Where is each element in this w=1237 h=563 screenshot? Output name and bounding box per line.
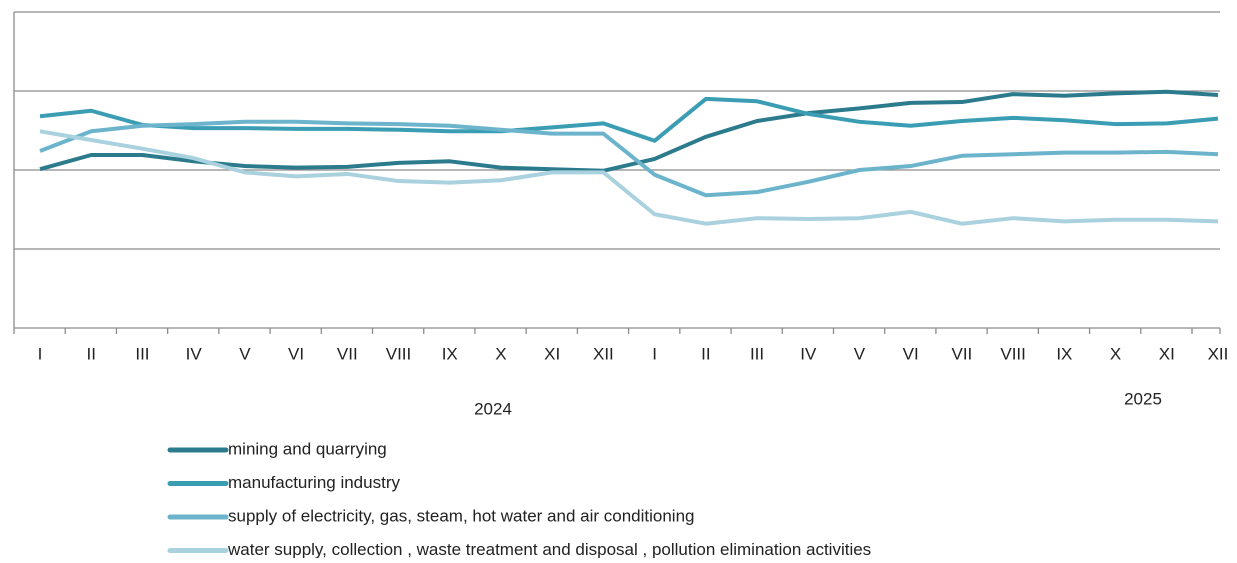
series-line <box>39 89 1219 173</box>
x-tick-label: X <box>1110 344 1121 363</box>
series-line <box>39 119 1219 198</box>
x-tick-label: III <box>750 344 764 363</box>
x-tick-label: I <box>652 344 657 363</box>
legend-label: supply of electricity, gas, steam, hot w… <box>228 506 694 525</box>
x-tick-label: IV <box>800 344 817 363</box>
x-tick-label: VIII <box>1000 344 1026 363</box>
x-tick-label: XI <box>1159 344 1175 363</box>
x-tick-label: IV <box>186 344 203 363</box>
series-line <box>39 96 1219 143</box>
x-tick-label: VI <box>903 344 919 363</box>
x-tick-label: VI <box>288 344 304 363</box>
x-tick-label: V <box>239 344 251 363</box>
x-tick-label: XI <box>544 344 560 363</box>
x-tick-label: VII <box>337 344 358 363</box>
x-tick-label: I <box>38 344 43 363</box>
x-tick-label: IX <box>1056 344 1072 363</box>
x-tick-label: VIII <box>386 344 412 363</box>
series-line <box>39 129 1219 226</box>
x-tick-label: V <box>854 344 866 363</box>
x-tick-label: II <box>701 344 710 363</box>
x-tick-label: XII <box>1208 344 1229 363</box>
x-tick-label: IX <box>442 344 458 363</box>
x-tick-label: II <box>86 344 95 363</box>
x-tick-label: X <box>495 344 506 363</box>
x-tick-label: VII <box>952 344 973 363</box>
legend-label: manufacturing industry <box>228 473 400 492</box>
year-label: 2025 <box>1124 389 1162 408</box>
x-tick-label: III <box>135 344 149 363</box>
year-label: 2024 <box>474 399 512 418</box>
legend-label: water supply, collection , waste treatme… <box>227 540 871 558</box>
x-tick-label: XII <box>593 344 614 363</box>
legend-label: mining and quarrying <box>228 439 387 458</box>
